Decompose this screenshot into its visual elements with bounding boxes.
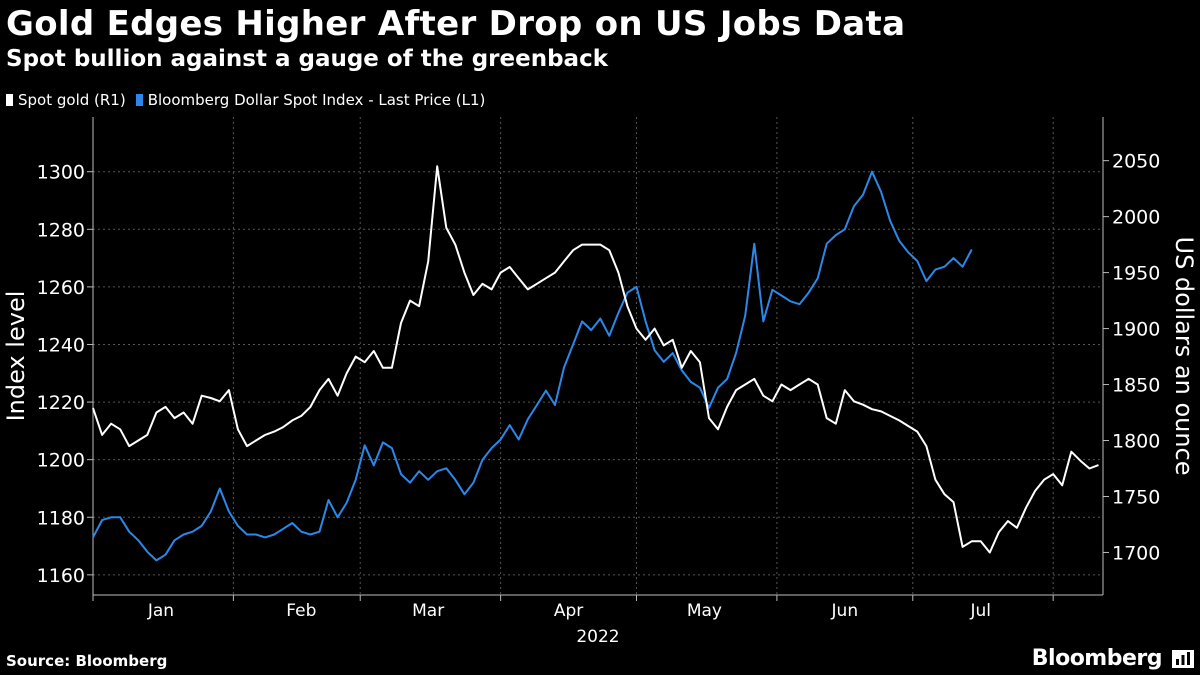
left-tick-label: 1160 — [37, 565, 85, 587]
right-axis-title: US dollars an ounce — [1170, 236, 1198, 475]
right-tick-label: 1950 — [1112, 263, 1160, 285]
left-tick-label: 1240 — [37, 334, 85, 356]
left-tick-label: 1300 — [37, 162, 85, 184]
chart-subtitle: Spot bullion against a gauge of the gree… — [6, 46, 608, 72]
left-tick-label: 1200 — [37, 450, 85, 472]
right-tick-label: 1700 — [1112, 542, 1160, 564]
right-tick-label: 2000 — [1112, 207, 1160, 229]
bloomberg-logo-icon — [1172, 650, 1194, 668]
left-tick-label: 1280 — [37, 219, 85, 241]
x-tick-label: May — [687, 601, 722, 621]
legend-label-dollar: Bloomberg Dollar Spot Index - Last Price… — [147, 91, 486, 109]
x-tick-label: Mar — [412, 601, 444, 621]
x-tick-label: Jan — [147, 601, 174, 621]
legend-swatch-dollar — [135, 94, 143, 106]
right-tick-label: 1750 — [1112, 486, 1160, 508]
left-tick-label: 1180 — [37, 507, 85, 529]
legend-item-gold: Spot gold (R1) — [6, 91, 126, 109]
right-tick-label: 1900 — [1112, 319, 1160, 341]
right-tick-label: 1800 — [1112, 431, 1160, 453]
legend-swatch-gold — [6, 94, 13, 106]
legend: Spot gold (R1) Bloomberg Dollar Spot Ind… — [6, 91, 495, 109]
source-note: Source: Bloomberg — [6, 652, 168, 670]
gold-price-series-line — [92, 165, 1099, 554]
right-tick-label: 2050 — [1112, 151, 1160, 173]
x-tick-label: Jul — [969, 601, 991, 621]
chart-title: Gold Edges Higher After Drop on US Jobs … — [6, 4, 906, 44]
legend-label-gold: Spot gold (R1) — [18, 91, 126, 109]
dollar-index-series-line — [92, 170, 973, 562]
x-tick-label: Jun — [831, 601, 859, 621]
x-axis-title: 2022 — [576, 627, 619, 647]
left-tick-label: 1260 — [37, 277, 85, 299]
x-tick-label: Apr — [554, 601, 583, 621]
left-axis-title: Index level — [2, 291, 30, 422]
legend-item-dollar: Bloomberg Dollar Spot Index - Last Price… — [135, 91, 486, 109]
brand-wordmark: Bloomberg — [1031, 646, 1163, 671]
left-tick-label: 1220 — [37, 392, 85, 414]
right-tick-label: 1850 — [1112, 375, 1160, 397]
x-tick-label: Feb — [286, 601, 316, 621]
